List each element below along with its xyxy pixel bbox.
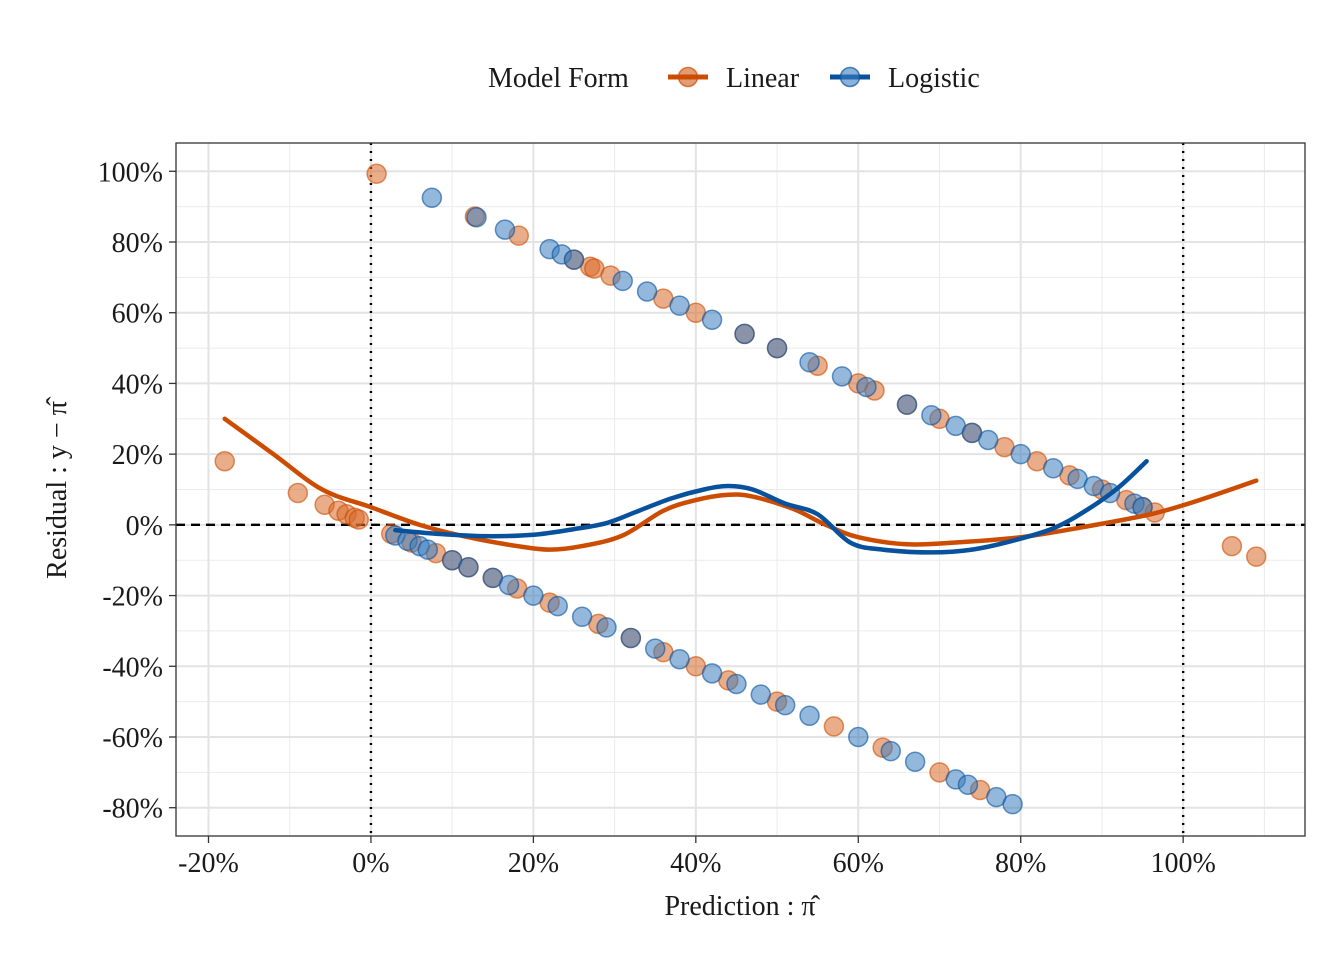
y-tick-label: 80% (112, 228, 163, 259)
point-logistic (644, 638, 666, 659)
point-linear (287, 482, 309, 504)
x-tick-label: 60% (833, 848, 884, 879)
plot-panel (175, 142, 1306, 837)
point-logistic (904, 751, 926, 772)
legend-key-point-logistic (839, 66, 861, 88)
point-logistic (799, 351, 820, 373)
point-logistic (547, 595, 568, 617)
point-logistic (466, 207, 487, 228)
point-logistic (921, 405, 942, 426)
legend-item-logistic: Logistic (830, 63, 980, 94)
y-axis: -80% -60% -40% -20% 0% 20% 40% 60% 80% 100% (98, 157, 176, 825)
point-logistic (669, 295, 690, 316)
y-tick-label: -20% (102, 582, 163, 613)
y-tick-label: 40% (112, 369, 163, 400)
y-tick-label: 60% (112, 299, 163, 330)
point-linear (366, 163, 387, 185)
y-axis-title: Residual : y − π̂ (42, 396, 73, 579)
point-logistic (750, 684, 772, 705)
point-logistic (957, 774, 979, 795)
x-axis-title: Prediction : π̂ (664, 891, 820, 922)
legend-key-point-linear (677, 66, 699, 88)
point-logistic (726, 673, 747, 695)
point-logistic (701, 663, 723, 684)
point-logistic (1002, 793, 1023, 815)
point-logistic (848, 726, 869, 748)
x-tick-label: 80% (995, 848, 1046, 879)
point-logistic (612, 270, 633, 292)
point-logistic (977, 429, 999, 451)
point-logistic (1010, 443, 1031, 465)
point-logistic (636, 281, 658, 302)
point-logistic (896, 394, 918, 415)
point-logistic (620, 627, 642, 649)
point-logistic (880, 740, 902, 762)
point-logistic (701, 309, 723, 331)
point-logistic (856, 376, 877, 398)
point-linear (1246, 546, 1267, 567)
point-logistic (571, 606, 593, 628)
y-tick-label: 100% (98, 157, 163, 188)
point-logistic (831, 366, 853, 387)
y-tick-label: 0% (126, 511, 163, 542)
x-tick-label: 0% (352, 848, 389, 879)
point-logistic (563, 249, 585, 270)
legend-title: Model Form (488, 63, 629, 94)
panel-border (175, 142, 1306, 837)
smooth-lines (222, 416, 1259, 555)
x-axis: -20% 0% 20% 40% 60% 80% 100% (178, 836, 1216, 879)
point-logistic (734, 323, 755, 345)
x-tick-label: -20% (178, 848, 239, 879)
point-logistic (774, 694, 796, 716)
point-logistic (766, 337, 788, 359)
point-logistic (417, 539, 439, 560)
y-tick-label: -80% (102, 794, 163, 825)
point-linear (348, 509, 370, 530)
point-logistic (799, 705, 820, 727)
legend: Model Form Linear Logistic (488, 63, 980, 94)
point-logistic (498, 574, 520, 596)
y-tick-label: -40% (102, 652, 163, 683)
point-logistic (523, 585, 544, 606)
y-tick-label: 20% (112, 440, 163, 471)
y-tick-label: -60% (102, 723, 163, 754)
point-logistic (458, 557, 479, 578)
smooth-line-logistic (393, 458, 1149, 555)
point-logistic (669, 648, 690, 670)
point-logistic (421, 187, 443, 209)
grid-minor (176, 143, 1305, 836)
legend-label-linear: Linear (726, 63, 800, 94)
x-tick-label: 20% (508, 848, 559, 879)
point-logistic (596, 617, 617, 638)
point-linear (1221, 535, 1243, 557)
legend-label-logistic: Logistic (888, 63, 980, 94)
point-linear (823, 716, 845, 737)
point-logistic (1042, 458, 1064, 479)
legend-item-linear: Linear (668, 63, 800, 94)
point-linear (214, 450, 235, 472)
x-tick-label: 100% (1151, 848, 1216, 879)
point-logistic (494, 219, 516, 240)
x-tick-label: 40% (670, 848, 721, 879)
